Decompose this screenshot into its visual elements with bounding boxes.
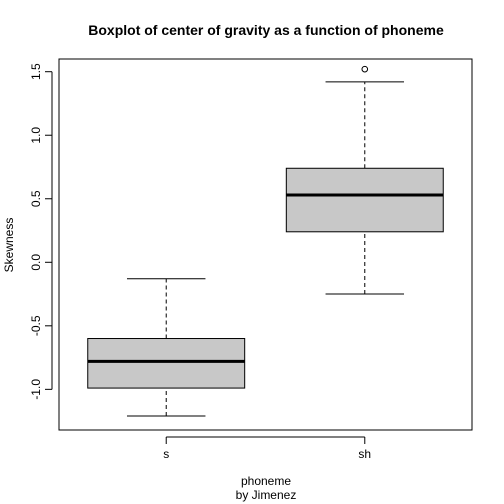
plot-frame (58, 58, 473, 431)
y-tick-label: 0.0 (29, 254, 43, 271)
iqr-box (285, 167, 444, 233)
boxes (87, 65, 444, 417)
y-axis: -1.0 -0.5 0.0 0.5 1.0 1.5 (29, 63, 53, 400)
x-axis-sublabel: by Jimenez (236, 488, 297, 502)
chart-title: Boxplot of center of gravity as a functi… (88, 22, 444, 38)
x-tick-label: s (163, 447, 169, 461)
x-axis-label: phoneme (241, 474, 291, 488)
outlier-point (361, 65, 369, 73)
x-axis: s sh (163, 436, 371, 461)
y-tick-label: 0.5 (29, 190, 43, 207)
x-tick-label: sh (358, 447, 371, 461)
y-tick-label: -0.5 (29, 315, 43, 336)
y-tick-label: 1.5 (29, 63, 43, 80)
box-sh (285, 65, 444, 295)
y-tick-label: -1.0 (29, 379, 43, 400)
box-s (87, 278, 246, 417)
iqr-box (87, 338, 246, 389)
y-tick-label: 1.0 (29, 127, 43, 144)
y-axis-label: Skewness (2, 218, 16, 273)
